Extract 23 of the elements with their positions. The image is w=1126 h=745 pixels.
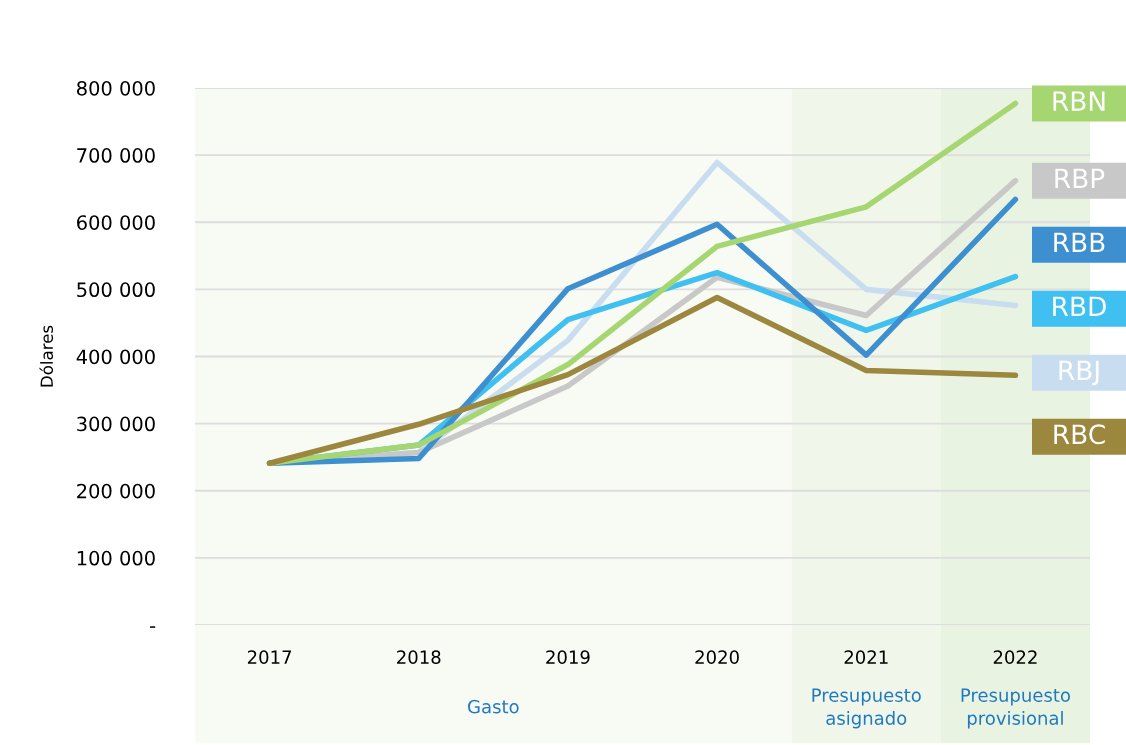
y-tick-label: 200 000 (77, 483, 155, 499)
text: RBC (1054, 424, 1105, 445)
x-tick-label: 2019 (546, 650, 590, 664)
y-tick-label: 100 000 (77, 550, 155, 566)
y-tick-label: 800 000 (77, 80, 155, 96)
band-label: Presupuesto provisional (961, 688, 1070, 729)
y-tick-label: 600 000 (77, 215, 155, 230)
x-tick-label: 2020 (695, 650, 739, 664)
series-label: RBB (1054, 232, 1105, 252)
y-tick-label: 700 000 (77, 148, 155, 163)
band-label: Gasto (468, 699, 519, 714)
y-tick-label: 500 000 (77, 282, 155, 298)
x-tick-label: 2018 (397, 650, 441, 664)
series-label: RBN (1053, 91, 1105, 111)
band-label: Presupuesto asignado (812, 688, 921, 729)
x-tick-label: 2017 (247, 650, 292, 664)
y-tick-label: 300 000 (77, 416, 155, 432)
series-label: RBD (1053, 296, 1106, 316)
x-tick-label: 2022 (993, 650, 1037, 664)
y-tick-label: - (150, 626, 156, 628)
y-axis-title: Dólares (39, 325, 54, 387)
x-tick-label: 2021 (844, 650, 888, 664)
y-tick-label: 400 000 (76, 349, 155, 365)
